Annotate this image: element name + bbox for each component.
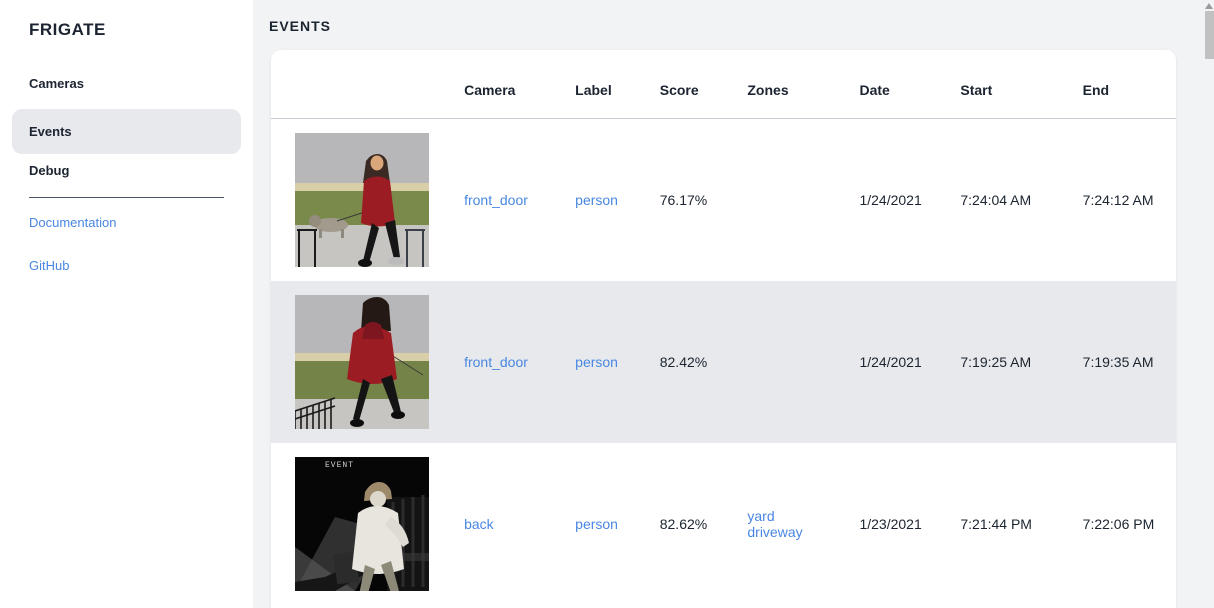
svg-text:EVENT: EVENT <box>325 461 354 470</box>
